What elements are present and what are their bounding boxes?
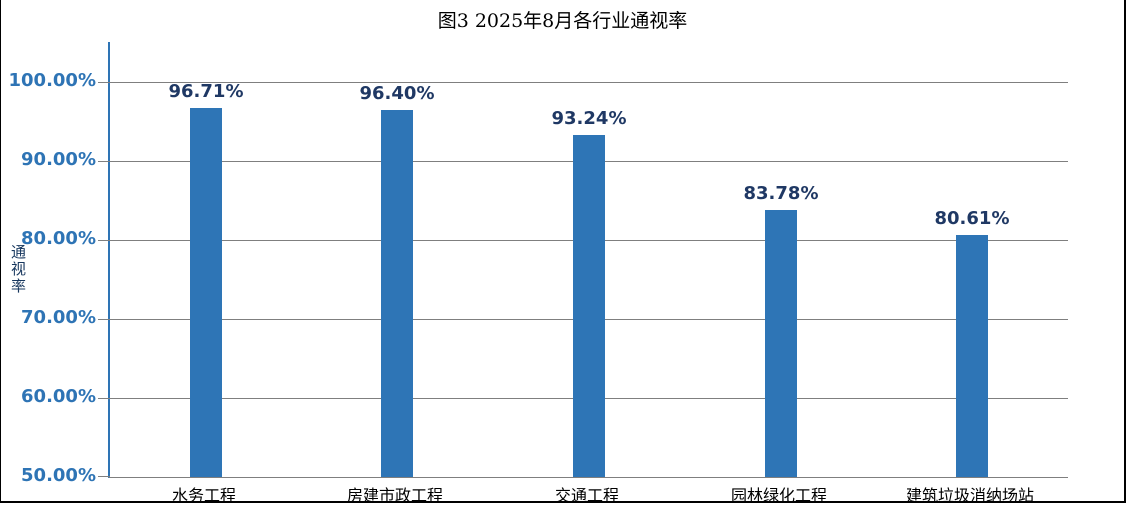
y-axis-tick <box>98 240 110 241</box>
y-axis-title: 通视率 <box>9 244 27 295</box>
bar-value-label: 93.24% <box>551 108 627 129</box>
bar-value-label: 83.78% <box>743 183 819 204</box>
y-tick-label: 100.00% <box>8 70 97 91</box>
bar-value-label: 96.71% <box>168 81 244 102</box>
y-tick-label: 80.00% <box>21 228 96 249</box>
y-tick-label: 90.00% <box>21 149 96 170</box>
plot-area: 96.71% 96.40% 93.24% 83.78% 80.61% <box>98 42 1068 478</box>
y-tick-label: 70.00% <box>21 307 96 328</box>
y-axis-tick-labels: 100.00% 90.00% 80.00% 70.00% 60.00% 50.00% <box>1 42 97 486</box>
y-tick-label: 60.00% <box>21 386 96 407</box>
x-category-label: 交通工程 <box>554 486 620 503</box>
grid-line <box>110 82 1068 83</box>
y-axis-tick <box>98 476 110 477</box>
y-axis-tick <box>98 319 110 320</box>
y-tick-label: 50.00% <box>21 465 96 486</box>
bar <box>573 135 605 477</box>
x-category-label: 园林绿化工程 <box>730 486 828 503</box>
bar-value-label: 80.61% <box>934 208 1010 229</box>
chart-title: 图3 2025年8月各行业通视率 <box>437 10 688 32</box>
bar <box>765 210 797 477</box>
bar <box>956 235 988 477</box>
y-axis-tick <box>98 398 110 399</box>
x-category-label: 建筑垃圾消纳场站 <box>905 486 1035 503</box>
x-category-label: 房建市政工程 <box>346 486 444 503</box>
y-axis-tick <box>98 161 110 162</box>
bar-value-label: 96.40% <box>359 83 435 104</box>
bar <box>190 108 222 477</box>
x-axis-category-labels: 水务工程 房建市政工程 交通工程 园林绿化工程 建筑垃圾消纳场站 <box>108 482 1066 503</box>
x-category-label: 水务工程 <box>171 486 237 503</box>
bar <box>381 110 413 477</box>
y-axis-tick <box>98 82 110 83</box>
